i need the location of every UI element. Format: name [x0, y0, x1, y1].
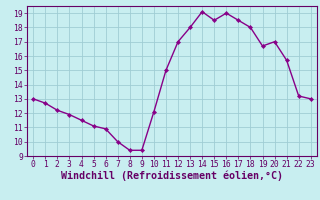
- X-axis label: Windchill (Refroidissement éolien,°C): Windchill (Refroidissement éolien,°C): [61, 171, 283, 181]
